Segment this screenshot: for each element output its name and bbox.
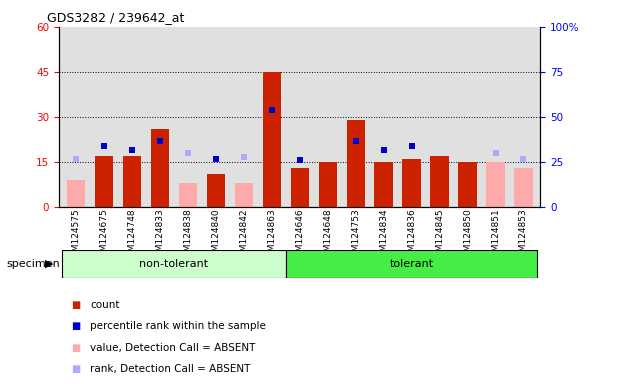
Bar (458, 162, 476, 207)
Text: ■: ■ (71, 343, 81, 353)
Text: ■: ■ (71, 300, 81, 310)
Bar (486, 162, 505, 207)
Bar (123, 156, 141, 207)
Bar (402, 159, 420, 207)
Bar (263, 72, 281, 207)
Bar (151, 129, 169, 207)
Text: ■: ■ (71, 364, 81, 374)
Text: tolerant: tolerant (389, 259, 433, 269)
Text: GDS3282 / 239642_at: GDS3282 / 239642_at (47, 12, 184, 25)
Text: count: count (90, 300, 120, 310)
Text: non-tolerant: non-tolerant (139, 259, 208, 269)
Text: specimen: specimen (6, 259, 60, 269)
Bar (319, 162, 337, 207)
Text: ▶: ▶ (45, 259, 54, 269)
Bar (514, 168, 533, 207)
Text: ■: ■ (71, 321, 81, 331)
Bar (430, 156, 448, 207)
Bar (62, 250, 286, 278)
Bar (66, 180, 85, 207)
Bar (235, 183, 253, 207)
Bar (179, 183, 197, 207)
Bar (374, 162, 392, 207)
Text: value, Detection Call = ABSENT: value, Detection Call = ABSENT (90, 343, 255, 353)
Bar (94, 156, 113, 207)
Text: percentile rank within the sample: percentile rank within the sample (90, 321, 266, 331)
Bar (207, 174, 225, 207)
Bar (291, 168, 309, 207)
Bar (286, 250, 537, 278)
Text: rank, Detection Call = ABSENT: rank, Detection Call = ABSENT (90, 364, 250, 374)
Bar (347, 120, 365, 207)
